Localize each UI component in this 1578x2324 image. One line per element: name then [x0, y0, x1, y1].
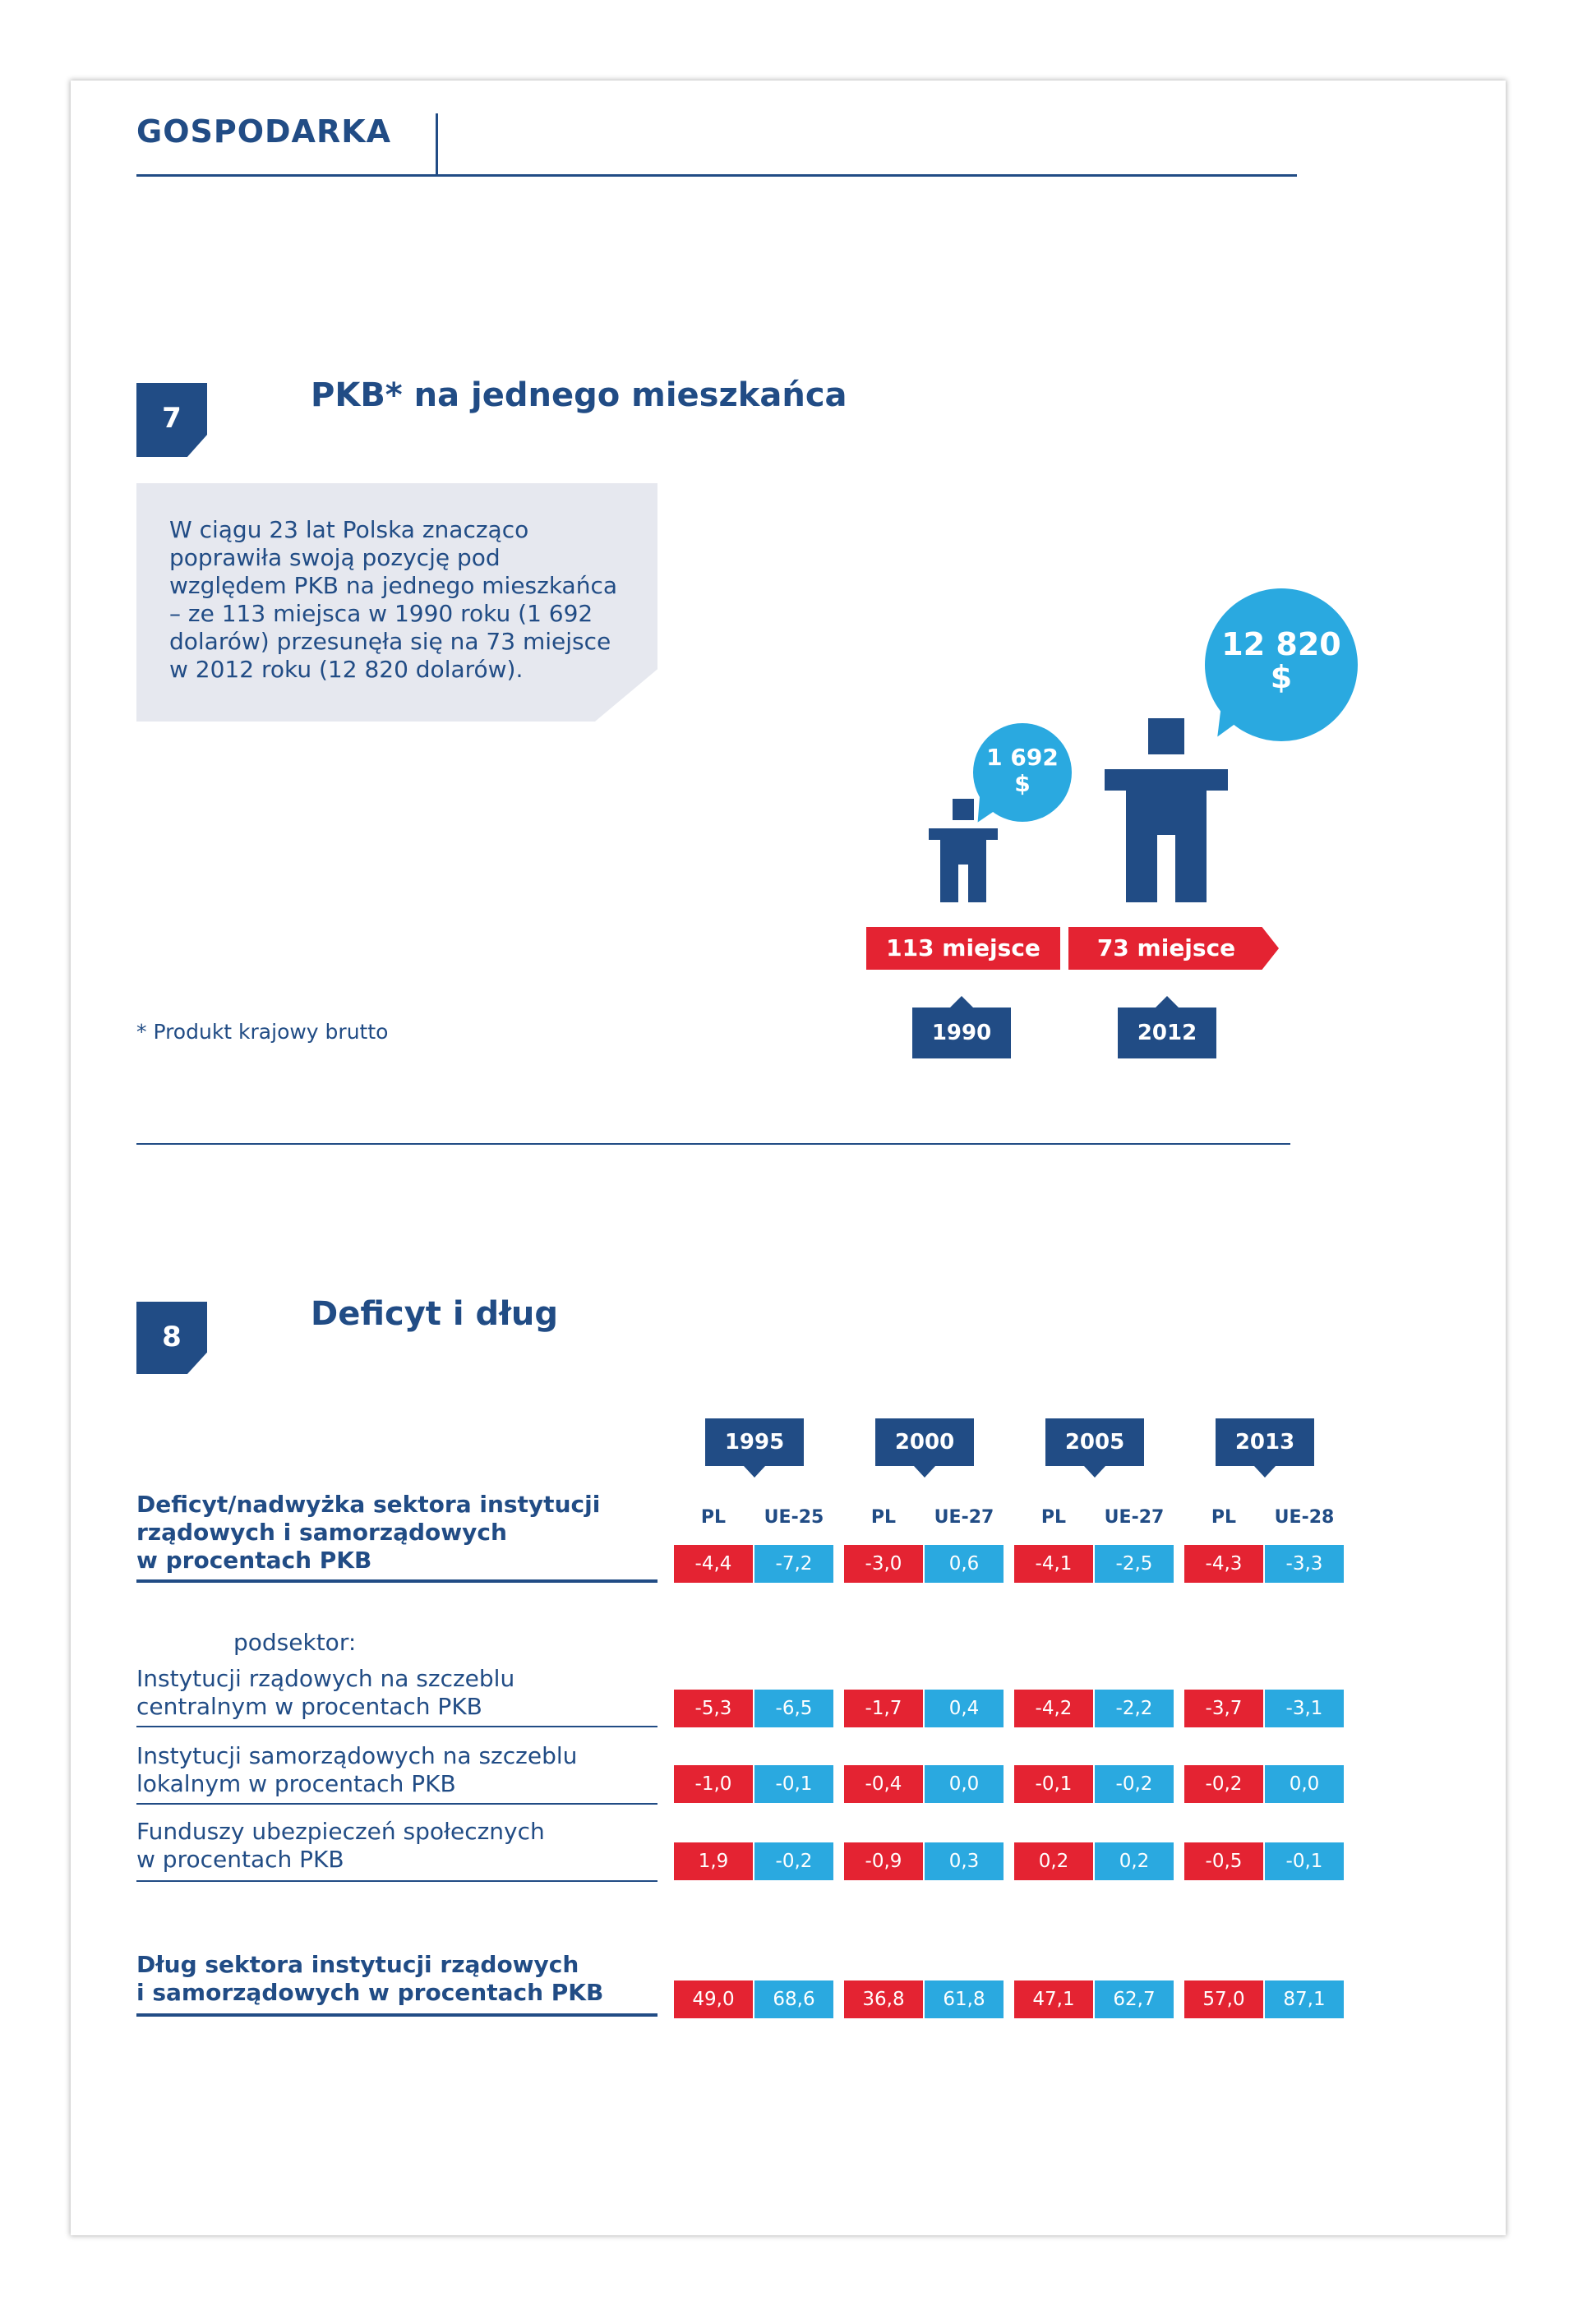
row-label-deficit: Deficyt/nadwyżka sektora instytucji rząd…: [136, 1491, 658, 1575]
year-1990-text: 1990: [931, 1021, 992, 1045]
col-pl-2013: PL: [1211, 1507, 1237, 1528]
table-cell: -3,7: [1184, 1690, 1263, 1727]
year-2012-text: 2012: [1137, 1021, 1197, 1045]
table-cell: 0,6: [925, 1545, 1004, 1583]
table-cell: 49,0: [674, 1980, 753, 2018]
row-label-local: Instytucji samorządowych na szczeblu lok…: [136, 1742, 658, 1798]
row-label-line: Instytucji rządowych na szczeblu: [136, 1665, 515, 1692]
section-8-title: Deficyt i dług: [311, 1295, 559, 1333]
row-underline: [136, 1880, 658, 1882]
table-cell: -4,3: [1184, 1545, 1263, 1583]
table-cell: -0,9: [844, 1842, 923, 1880]
col-eu-2005: UE-27: [1104, 1507, 1165, 1528]
rank-2012-label: 73 miejsce: [1068, 927, 1279, 970]
person-small-icon: [929, 799, 998, 902]
year-header-2005: 2005: [1045, 1418, 1144, 1478]
table-cell: -3,0: [844, 1545, 923, 1583]
row-label-line: Instytucji samorządowych na szczeblu: [136, 1742, 578, 1769]
row-label-line: Dług sektora instytucji rządowych: [136, 1951, 579, 1978]
year-tag-1990: 1990: [912, 996, 1011, 1058]
table-cell: 0,2: [1095, 1842, 1174, 1880]
section-7-title: PKB* na jednego mieszkańca: [311, 376, 847, 414]
rank-1990-label: 113 miejsce: [866, 927, 1060, 970]
table-cell: -7,2: [754, 1545, 833, 1583]
table-cell: -0,4: [844, 1765, 923, 1803]
year-header-1995: 1995: [705, 1418, 804, 1478]
table-cell: -4,1: [1014, 1545, 1093, 1583]
col-eu-1995: UE-25: [764, 1507, 824, 1528]
speech-bubble-1990: 1 692 $: [973, 723, 1072, 822]
year-header-2013: 2013: [1216, 1418, 1314, 1478]
speech-bubble-2012: 12 820 $: [1205, 588, 1358, 741]
table-cell: -2,5: [1095, 1545, 1174, 1583]
col-pl-1995: PL: [700, 1507, 727, 1528]
table-cell: -0,5: [1184, 1842, 1263, 1880]
section-divider: [136, 1143, 1290, 1145]
table-cell: -0,1: [1265, 1842, 1344, 1880]
table-cell: 57,0: [1184, 1980, 1263, 2018]
table-cell: -0,1: [1014, 1765, 1093, 1803]
table-cell: -1,0: [674, 1765, 753, 1803]
bubble-2012-amount: 12 820: [1221, 626, 1341, 662]
subsector-label: podsektor:: [233, 1629, 357, 1656]
table-cell: 87,1: [1265, 1980, 1344, 2018]
row-label-line: w procentach PKB: [136, 1846, 344, 1873]
row-label-line: Deficyt/nadwyżka sektora instytucji: [136, 1491, 601, 1518]
table-cell: -0,2: [754, 1842, 833, 1880]
row-underline: [136, 1726, 658, 1727]
row-label-line: lokalnym w procentach PKB: [136, 1770, 456, 1797]
table-cell: 0,0: [925, 1765, 1004, 1803]
table-cell: -0,2: [1184, 1765, 1263, 1803]
table-cell: 68,6: [754, 1980, 833, 2018]
table-cell: -2,2: [1095, 1690, 1174, 1727]
row-label-central: Instytucji rządowych na szczeblu central…: [136, 1665, 658, 1721]
table-cell: 0,4: [925, 1690, 1004, 1727]
table-cell: -0,1: [754, 1765, 833, 1803]
year-tag-2012: 2012: [1118, 996, 1216, 1058]
table-cell: -3,3: [1265, 1545, 1344, 1583]
header-divider: [436, 113, 438, 174]
table-cell: -3,1: [1265, 1690, 1344, 1727]
table-cell: -4,2: [1014, 1690, 1093, 1727]
footnote: * Produkt krajowy brutto: [136, 1020, 389, 1044]
info-box: W ciągu 23 lat Polska znacząco poprawiła…: [136, 483, 658, 722]
row-label-line: rządowych i samorządowych: [136, 1519, 507, 1546]
section-7-badge: 7: [136, 383, 207, 457]
col-pl-2005: PL: [1040, 1507, 1067, 1528]
row-label-debt: Dług sektora instytucji rządowych i samo…: [136, 1951, 658, 2007]
year-header-2000: 2000: [875, 1418, 974, 1478]
row-underline: [136, 2013, 658, 2017]
bubble-1990-currency: $: [1014, 770, 1031, 797]
table-cell: 61,8: [925, 1980, 1004, 2018]
bubble-2012-currency: $: [1270, 659, 1293, 695]
table-cell: 0,2: [1014, 1842, 1093, 1880]
table-cell: 47,1: [1014, 1980, 1093, 2018]
row-label-line: i samorządowych w procentach PKB: [136, 1979, 604, 2006]
table-cell: -4,4: [674, 1545, 753, 1583]
row-label-line: w procentach PKB: [136, 1547, 372, 1574]
row-label-social: Funduszy ubezpieczeń społecznych w proce…: [136, 1818, 658, 1874]
table-cell: 0,0: [1265, 1765, 1344, 1803]
table-cell: 62,7: [1095, 1980, 1174, 2018]
table-cell: -5,3: [674, 1690, 753, 1727]
table-cell: 0,3: [925, 1842, 1004, 1880]
col-eu-2013: UE-28: [1274, 1507, 1335, 1528]
bubble-1990-amount: 1 692: [986, 744, 1059, 771]
table-cell: -0,2: [1095, 1765, 1174, 1803]
header-underline: [136, 174, 1297, 177]
row-label-line: Funduszy ubezpieczeń społecznych: [136, 1818, 545, 1845]
person-large-icon: [1105, 718, 1228, 902]
col-pl-2000: PL: [870, 1507, 897, 1528]
table-cell: 36,8: [844, 1980, 923, 2018]
table-cell: 1,9: [674, 1842, 753, 1880]
row-label-line: centralnym w procentach PKB: [136, 1693, 482, 1720]
row-underline: [136, 1579, 658, 1583]
info-text: W ciągu 23 lat Polska znacząco poprawiła…: [169, 516, 618, 683]
table-cell: -6,5: [754, 1690, 833, 1727]
col-eu-2000: UE-27: [934, 1507, 994, 1528]
row-underline: [136, 1803, 658, 1805]
section-8-badge: 8: [136, 1302, 207, 1374]
table-cell: -1,7: [844, 1690, 923, 1727]
section-header: GOSPODARKA: [136, 113, 392, 150]
